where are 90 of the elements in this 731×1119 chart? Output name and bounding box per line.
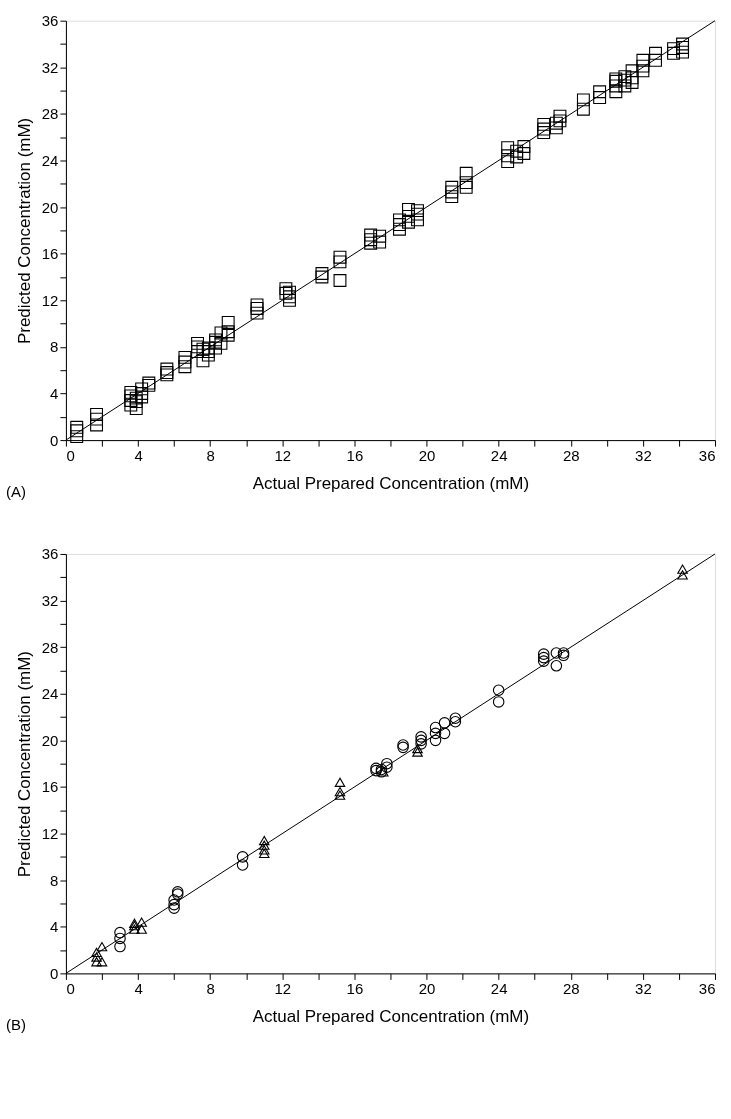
point	[114, 926, 126, 939]
text: (B)	[5, 1016, 26, 1034]
x-tick-label: 4	[134, 979, 143, 997]
x-tick-label: 32	[635, 446, 652, 464]
point	[550, 647, 563, 659]
y-tick-label: 20	[41, 731, 59, 749]
point	[677, 570, 688, 580]
point	[96, 957, 108, 967]
x-tick-label: 8	[206, 446, 215, 464]
y-tick-label: 32	[41, 58, 59, 76]
x-tick-label: 28	[562, 979, 580, 997]
x-axis-title: Actual Prepared Concentration (mM)	[252, 473, 530, 493]
point	[258, 835, 270, 846]
point	[415, 738, 427, 750]
point	[412, 747, 423, 757]
point	[438, 717, 451, 729]
y-tick-label: 20	[41, 198, 59, 216]
x-tick-label: 12	[274, 446, 292, 464]
point	[429, 721, 442, 734]
y-tick-label: 24	[41, 685, 59, 703]
x-tick-label: 16	[346, 979, 364, 997]
y-tick-label: 24	[41, 151, 59, 169]
x-tick-label: 32	[635, 979, 652, 997]
y-tick-label: 12	[41, 291, 59, 309]
x-tick-label: 36	[698, 979, 716, 997]
x-tick-label: 24	[490, 979, 508, 997]
point	[258, 848, 270, 859]
point	[114, 932, 126, 945]
point	[438, 727, 451, 740]
x-tick-label: 20	[418, 446, 436, 464]
y-tick-label: 12	[41, 825, 59, 843]
point	[258, 845, 270, 855]
point	[334, 786, 346, 797]
x-tick-label: 16	[346, 446, 364, 464]
y-axis-title: Predicted Concentration (mM)	[14, 117, 34, 345]
x-tick-label: 36	[698, 446, 716, 464]
point	[236, 851, 249, 863]
point	[537, 651, 550, 664]
point	[381, 757, 393, 770]
point	[258, 840, 270, 850]
point	[381, 761, 393, 773]
point	[91, 947, 102, 958]
y-tick-label: 36	[41, 545, 59, 563]
point	[91, 957, 102, 967]
y-tick-label: 16	[41, 245, 59, 263]
y-tick-label: 4	[50, 918, 59, 936]
y-tick-label: 36	[41, 12, 59, 30]
x-tick-label: 12	[274, 979, 292, 997]
y-tick-label: 0	[50, 964, 59, 982]
point	[136, 924, 147, 934]
x-tick-label: 28	[562, 446, 580, 464]
y-tick-label: 28	[41, 105, 59, 123]
point	[236, 859, 249, 871]
point	[129, 924, 140, 934]
y-tick-label: 16	[41, 778, 59, 796]
point	[91, 952, 102, 962]
x-tick-label: 0	[66, 446, 75, 464]
point	[168, 902, 180, 914]
x-tick-label: 0	[66, 979, 75, 997]
point	[415, 731, 427, 743]
x-tick-label: 4	[134, 446, 143, 464]
y-axis-title: Predicted Concentration (mM)	[14, 650, 34, 878]
point	[429, 727, 442, 740]
point	[136, 917, 147, 927]
x-tick-label: 24	[490, 446, 508, 464]
y-tick-label: 32	[41, 592, 59, 610]
point	[492, 696, 505, 708]
point	[415, 734, 427, 747]
y-tick-label: 8	[50, 338, 59, 356]
y-tick-label: 0	[50, 431, 59, 449]
point	[114, 940, 126, 953]
text: (A)	[5, 483, 26, 501]
point	[412, 743, 423, 754]
y-tick-label: 28	[41, 638, 59, 656]
x-axis-title: Actual Prepared Concentration (mM)	[252, 1006, 530, 1026]
point	[334, 777, 346, 787]
point	[96, 941, 108, 952]
point	[429, 734, 442, 747]
point	[168, 894, 180, 906]
point	[550, 660, 563, 672]
x-tick-label: 8	[206, 979, 215, 997]
y-tick-label: 4	[50, 385, 59, 402]
point	[334, 790, 346, 800]
point	[492, 684, 505, 697]
point	[168, 898, 180, 911]
point	[677, 564, 688, 574]
point	[537, 648, 550, 660]
y-tick-label: 8	[50, 871, 59, 889]
point	[537, 655, 550, 667]
x-tick-label: 20	[418, 979, 436, 997]
